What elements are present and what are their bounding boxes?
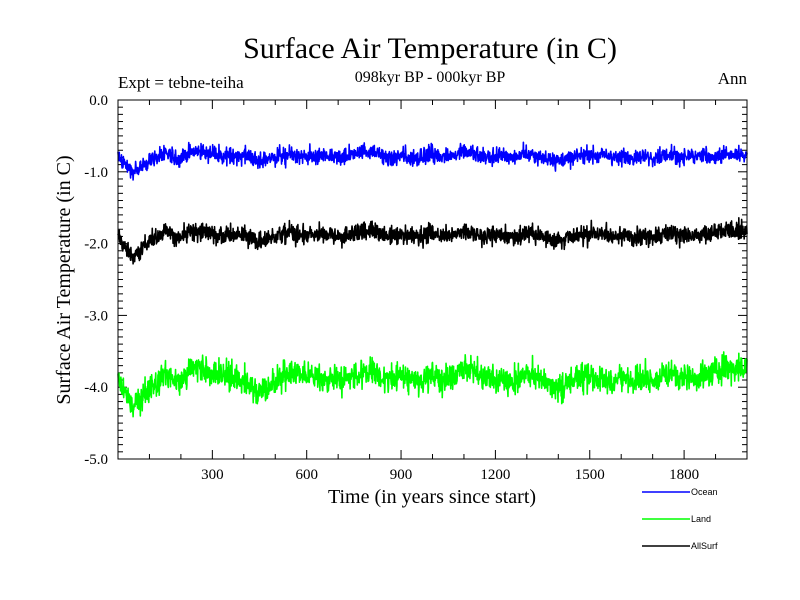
series-line-ocean (117, 141, 748, 181)
experiment-label: Expt = tebne-teiha (118, 73, 244, 92)
legend-label-land: Land (691, 514, 711, 524)
x-tick-label: 300 (201, 467, 224, 483)
x-tick-label: 1500 (575, 467, 605, 483)
x-tick-label: 1200 (480, 467, 510, 483)
x-tick-label: 900 (390, 467, 413, 483)
chart-subtitle: 098kyr BP - 000kyr BP (355, 69, 506, 86)
series-line-allsurf (117, 216, 748, 265)
y-tick-label: -4.0 (84, 380, 108, 396)
x-tick-label: 1800 (669, 467, 699, 483)
x-tick-label: 600 (295, 467, 318, 483)
legend: Ocean Land AllSurf (642, 487, 718, 551)
y-tick-label: -1.0 (84, 165, 108, 181)
legend-label-ocean: Ocean (691, 487, 718, 497)
y-tick-label: -2.0 (84, 237, 108, 253)
y-tick-label: -3.0 (84, 308, 108, 324)
plot-frame (117, 99, 748, 460)
period-label: Ann (718, 69, 748, 88)
y-tick-label: 0.0 (89, 93, 108, 109)
y-axis-label: Surface Air Temperature (in C) (53, 155, 75, 404)
x-axis-label: Time (in years since start) (328, 486, 536, 508)
chart-title: Surface Air Temperature (in C) (243, 32, 617, 65)
axis-tick-labels: 300 600 900 1200 1500 1800 0.0 -1.0 -2.0 -3.0 -4.0… (84, 93, 699, 483)
y-tick-label: -5.0 (84, 452, 108, 468)
legend-label-allsurf: AllSurf (691, 541, 718, 551)
series-line-land (117, 351, 748, 418)
series-layer (117, 141, 748, 418)
